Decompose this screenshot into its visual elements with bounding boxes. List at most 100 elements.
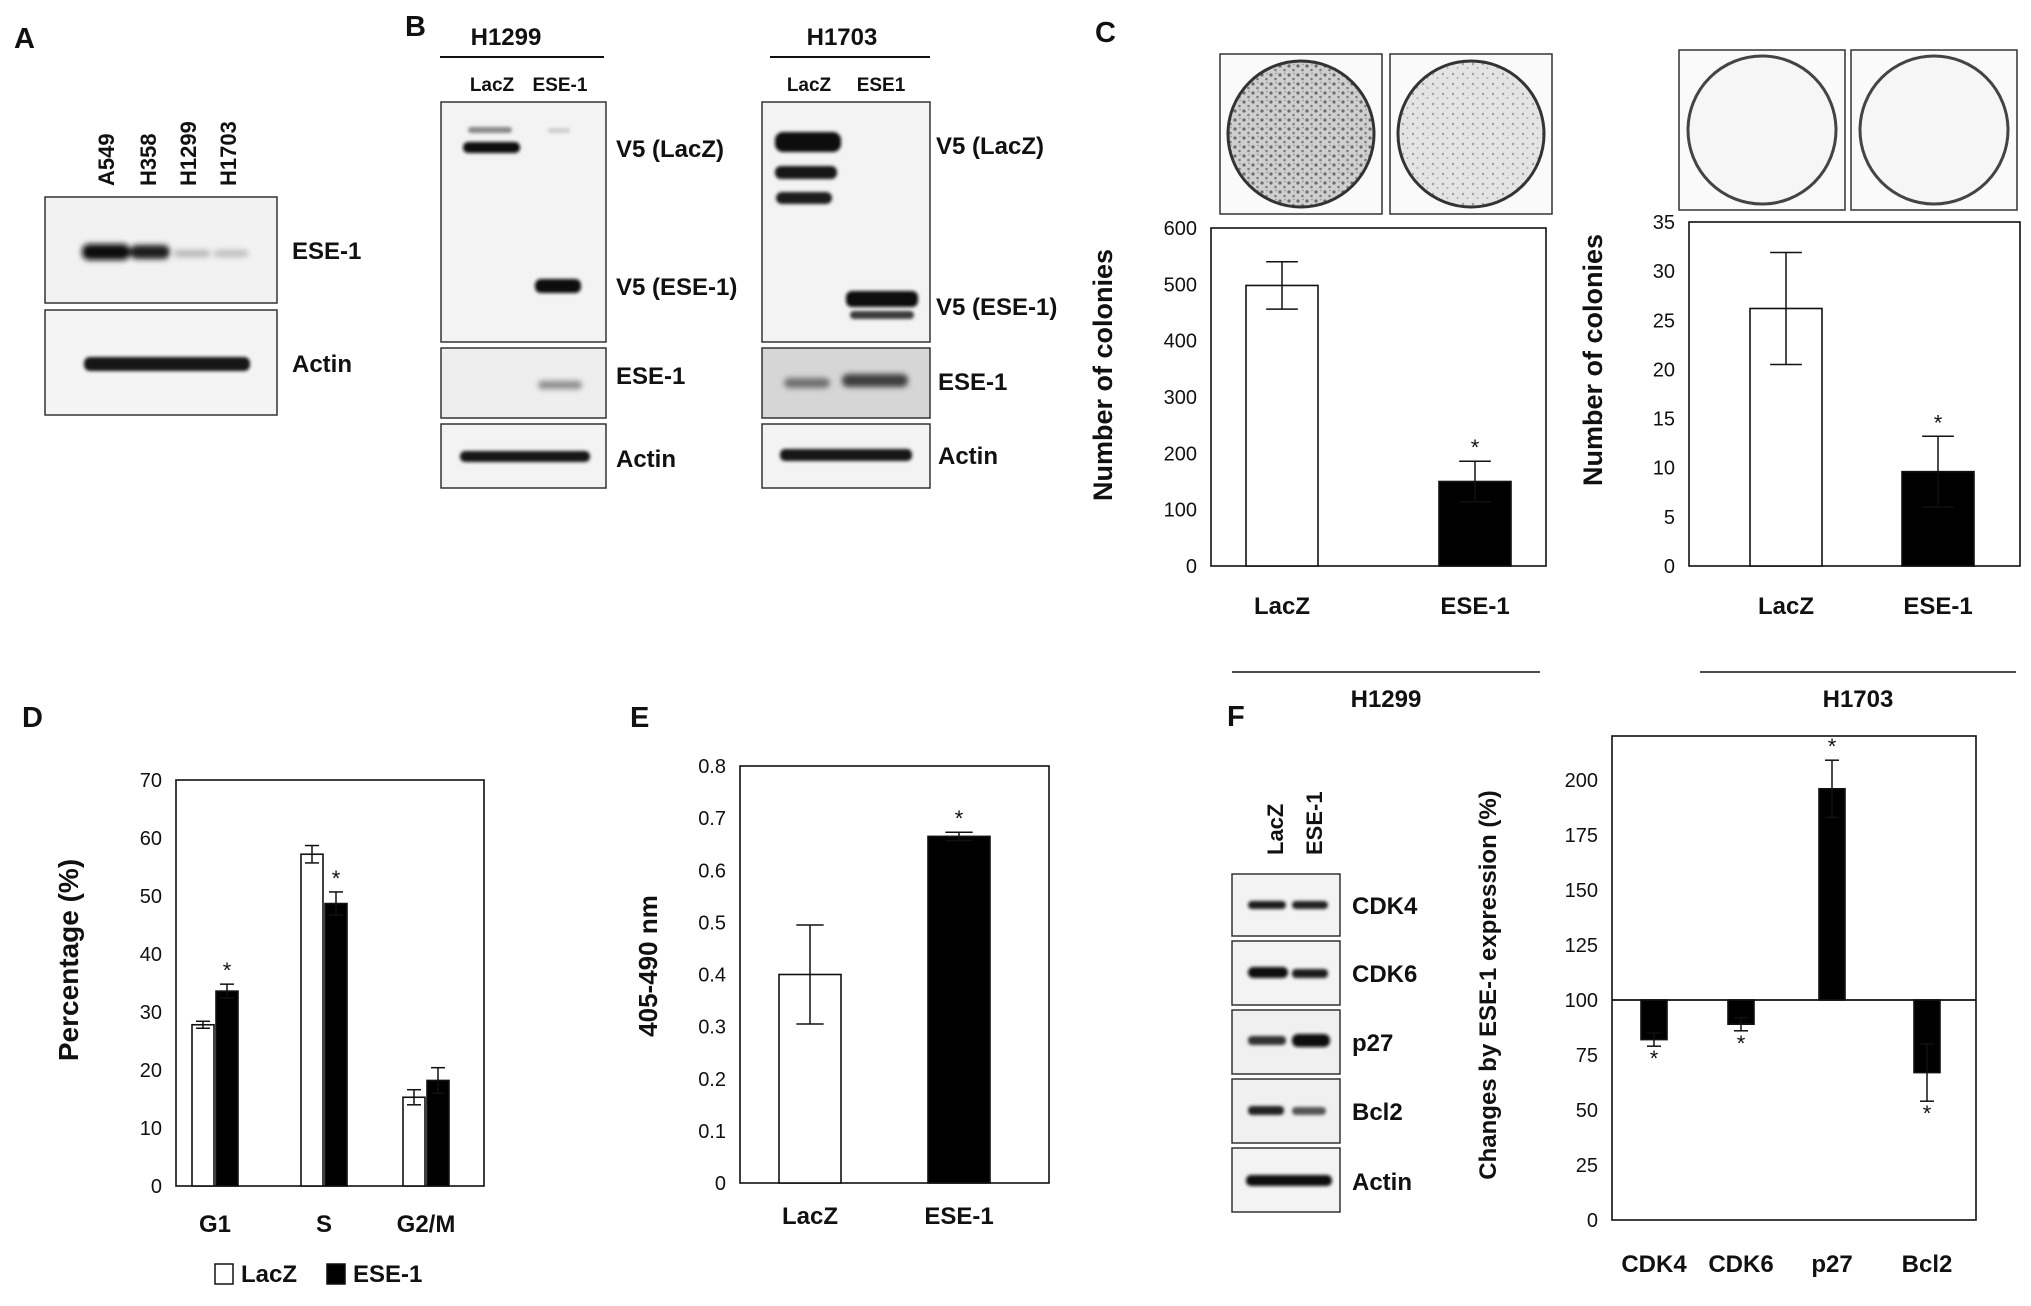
lane-label-ese1: ESE-1 <box>533 75 588 96</box>
panel-letter-e: E <box>630 702 649 734</box>
legend-label: LacZ <box>241 1261 297 1288</box>
y-tick-label: 500 <box>1164 274 1197 296</box>
panel-letter-f: F <box>1227 701 1245 733</box>
x-tick-label: p27 <box>1811 1251 1852 1278</box>
x-tick-label: CDK4 <box>1621 1251 1687 1278</box>
x-tick-label: CDK6 <box>1708 1251 1773 1278</box>
lane-label-h1703: H1703 <box>216 121 241 186</box>
blot-label-actin: Actin <box>616 446 676 473</box>
y-axis-label: Number of colonies <box>1578 234 1608 486</box>
blot-label-ese1: ESE-1 <box>616 363 685 390</box>
x-tick-label: LacZ <box>782 1203 838 1230</box>
significance-marker: * <box>1471 435 1480 460</box>
bands <box>82 244 248 260</box>
blot-label-v5-ese1: V5 (ESE-1) <box>616 274 737 301</box>
bar-p27 <box>1818 787 1846 1001</box>
y-tick-label: 20 <box>1653 359 1675 381</box>
significance-marker: * <box>332 866 341 891</box>
group-label: H1703 <box>1823 686 1894 713</box>
plot-area <box>1611 735 1977 1221</box>
bar-lacz <box>1245 284 1319 567</box>
y-tick-label: 5 <box>1664 507 1675 529</box>
significance-marker: * <box>1923 1101 1932 1126</box>
significance-marker: * <box>1737 1031 1746 1056</box>
y-tick-label: 50 <box>140 886 162 908</box>
significance-marker: * <box>1934 410 1943 435</box>
chart-protein-changes: 0 25 50 75 100 125 150 175 200 Changes by ESE-1 e… <box>1475 734 1977 1278</box>
group-label: H1299 <box>1351 686 1422 713</box>
lane-label-ese1: ESE1 <box>857 75 906 96</box>
blot-label-p27: p27 <box>1352 1030 1393 1057</box>
legend-swatch <box>214 1263 234 1285</box>
plate-image <box>1226 59 1376 209</box>
blot-label-v5-ese1: V5 (ESE-1) <box>936 294 1057 321</box>
blot-label-ese1: ESE-1 <box>938 369 1007 396</box>
lane-label-a549: A549 <box>94 133 119 186</box>
panel-letter-d: D <box>22 702 43 734</box>
panel-b: H1299 LacZ ESE-1 V5 (LacZ) V5 (ESE-1) ES… <box>440 24 1057 489</box>
y-tick-label: 20 <box>140 1060 162 1082</box>
x-tick-label: ESE-1 <box>1903 593 1972 620</box>
y-tick-label: 0.3 <box>698 1017 726 1039</box>
y-tick-label: 0.7 <box>698 808 726 830</box>
bar-cdk4 <box>1640 999 1668 1041</box>
plot-area <box>1688 221 2021 567</box>
y-tick-label: 10 <box>140 1118 162 1140</box>
lane-label-lacz: LacZ <box>787 75 832 96</box>
y-tick-label: 0.1 <box>698 1121 726 1143</box>
y-tick-label: 0 <box>715 1173 726 1195</box>
plot-area <box>1210 227 1547 567</box>
y-tick-label: 35 <box>1653 212 1675 234</box>
bar-lacz <box>191 1023 215 1187</box>
lane-label-h1299: H1299 <box>176 121 201 186</box>
y-tick-label: 0 <box>1664 556 1675 578</box>
plot-area <box>739 765 1050 1184</box>
y-tick-label: 0.2 <box>698 1069 726 1091</box>
blot-label-bcl2: Bcl2 <box>1352 1099 1403 1126</box>
lane-labels: A549 H358 H1299 H1703 <box>94 121 241 186</box>
plate-image <box>1686 54 1838 206</box>
panel-c-plates <box>1219 49 2018 215</box>
y-tick-label: 0 <box>1186 556 1197 578</box>
lane-label-ese1: ESE-1 <box>1302 791 1327 855</box>
y-tick-label: 0.5 <box>698 912 726 934</box>
significance-marker: * <box>223 958 232 983</box>
y-tick-label: 0 <box>1587 1210 1598 1232</box>
lane-label-lacz: LacZ <box>470 75 515 96</box>
y-tick-label: 150 <box>1565 880 1598 902</box>
blot-v5 <box>440 101 607 343</box>
lane-label-lacz: LacZ <box>1263 804 1288 855</box>
chart-cell-cycle: 0 10 20 30 40 50 60 70 Percentage (%) G1 S G2/M * * La… <box>53 770 485 1288</box>
panel-letter-a: A <box>14 23 35 55</box>
significance-marker: * <box>1650 1046 1659 1071</box>
blot-label-v5-lacz: V5 (LacZ) <box>936 133 1044 160</box>
y-tick-label: 60 <box>140 828 162 850</box>
significance-marker: * <box>1828 734 1837 759</box>
legend: LacZ ESE-1 <box>214 1261 422 1288</box>
y-tick-label: 100 <box>1164 500 1197 522</box>
bar-ese-1 <box>324 902 348 1187</box>
y-tick-label: 10 <box>1653 458 1675 480</box>
blot-label-actin: Actin <box>938 443 998 470</box>
bands <box>84 357 250 371</box>
y-tick-label: 200 <box>1565 770 1598 792</box>
plate-image <box>1858 54 2010 206</box>
lane-label-h358: H358 <box>136 133 161 186</box>
y-tick-label: 25 <box>1653 310 1675 332</box>
bar-lacz <box>402 1096 426 1187</box>
chart-colonies-h1299: 0 100 200 300 400 500 600 Number of colonies Lac… <box>1088 218 1547 713</box>
y-axis-label: Percentage (%) <box>53 859 84 1061</box>
blot-label-actin: Actin <box>1352 1169 1412 1196</box>
y-axis-label: 405-490 nm <box>633 895 663 1037</box>
y-axis-label: Changes by ESE-1 expression (%) <box>1475 790 1502 1179</box>
y-tick-label: 50 <box>1576 1100 1598 1122</box>
blot-label-v5-lacz: V5 (LacZ) <box>616 136 724 163</box>
x-tick-label: LacZ <box>1758 593 1814 620</box>
panel-f-blot: LacZ ESE-1 CDK4 CDK6 p27 Bcl2 Actin <box>1231 791 1418 1213</box>
panel-a: A549 H358 H1299 H1703 ESE-1 Actin <box>44 121 361 416</box>
y-tick-label: 70 <box>140 770 162 792</box>
panel-letter-b: B <box>405 11 426 43</box>
y-axis-label: Number of colonies <box>1088 249 1118 501</box>
y-tick-label: 15 <box>1653 409 1675 431</box>
